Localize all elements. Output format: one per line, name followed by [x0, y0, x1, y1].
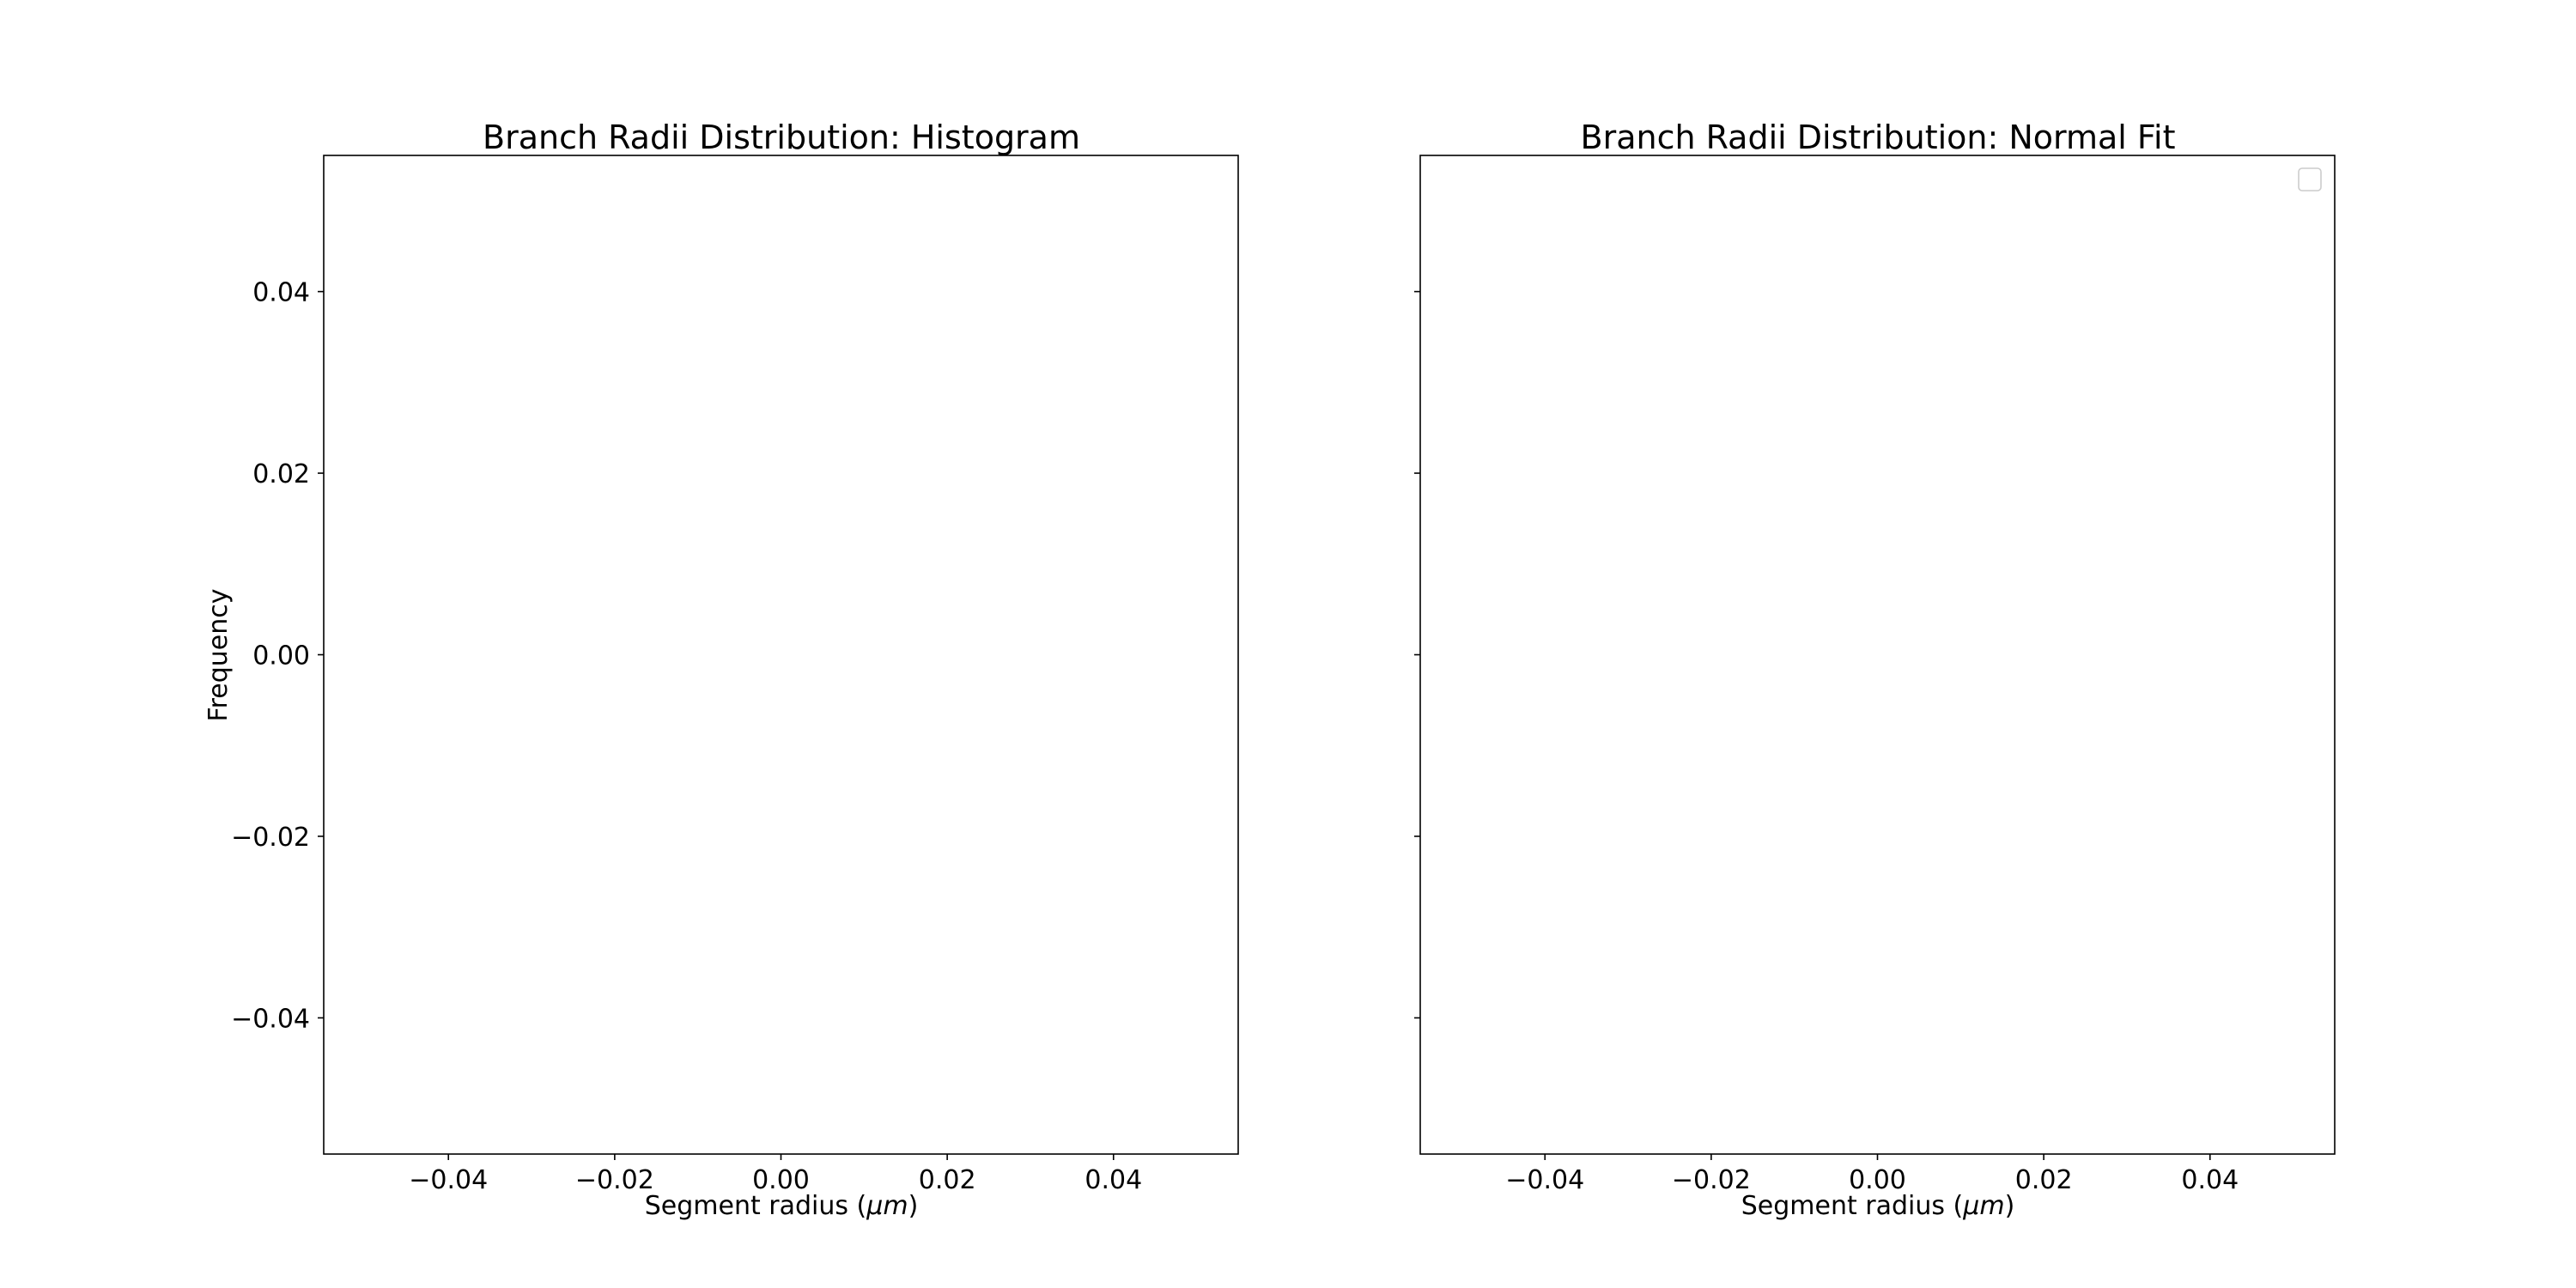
histogram-x-tick-label: −0.02 — [575, 1165, 654, 1195]
histogram-x-axis-unit: μm — [866, 1191, 908, 1221]
histogram-title: Branch Radii Distribution: Histogram — [483, 118, 1080, 156]
histogram-x-ticks: −0.04 −0.02 0.00 0.02 0.04 — [409, 1154, 1142, 1195]
histogram-plot-area — [323, 155, 1239, 1155]
histogram-x-axis-label: Segment radius (μm) — [645, 1191, 919, 1221]
normal-fit-x-tick-label: −0.02 — [1672, 1165, 1751, 1195]
normal-fit-plot-area — [1419, 155, 2336, 1155]
histogram-x-tick-label: 0.02 — [919, 1165, 976, 1195]
normal-fit-x-axis-unit: μm — [1962, 1191, 2004, 1221]
histogram-y-tick-label: −0.04 — [231, 1004, 310, 1034]
histogram-x-axis-label-text: Segment radius — [645, 1191, 857, 1221]
normal-fit-x-axis-label-text: Segment radius — [1741, 1191, 1953, 1221]
histogram-y-tick-label: 0.02 — [252, 459, 310, 489]
normal-fit-x-tick-label: 0.00 — [1849, 1165, 1906, 1195]
histogram-y-tick-label: −0.02 — [231, 823, 310, 853]
normal-fit-x-tick-label: −0.04 — [1505, 1165, 1584, 1195]
histogram-y-tick-label: 0.04 — [252, 278, 310, 308]
normal-fit-panel: Branch Radii Distribution: Normal Fit −0… — [1414, 118, 2336, 1221]
histogram-x-tick-label: 0.04 — [1084, 1165, 1142, 1195]
histogram-x-tick-label: 0.00 — [752, 1165, 810, 1195]
normal-fit-y-ticks — [1414, 290, 1420, 1019]
histogram-y-ticks: −0.04 −0.02 0.00 0.02 0.04 — [231, 278, 324, 1034]
normal-fit-x-tick-label: 0.02 — [2015, 1165, 2073, 1195]
legend-box — [2298, 167, 2322, 191]
normal-fit-x-ticks: −0.04 −0.02 0.00 0.02 0.04 — [1505, 1154, 2239, 1195]
histogram-y-tick-label: 0.00 — [252, 641, 310, 671]
histogram-panel: Branch Radii Distribution: Histogram −0.… — [204, 118, 1239, 1221]
histogram-y-axis-label: Frequency — [204, 589, 234, 722]
normal-fit-title: Branch Radii Distribution: Normal Fit — [1581, 118, 2176, 156]
normal-fit-x-axis-label: Segment radius (μm) — [1741, 1191, 2015, 1221]
normal-fit-x-tick-label: 0.04 — [2181, 1165, 2239, 1195]
histogram-x-tick-label: −0.04 — [409, 1165, 488, 1195]
